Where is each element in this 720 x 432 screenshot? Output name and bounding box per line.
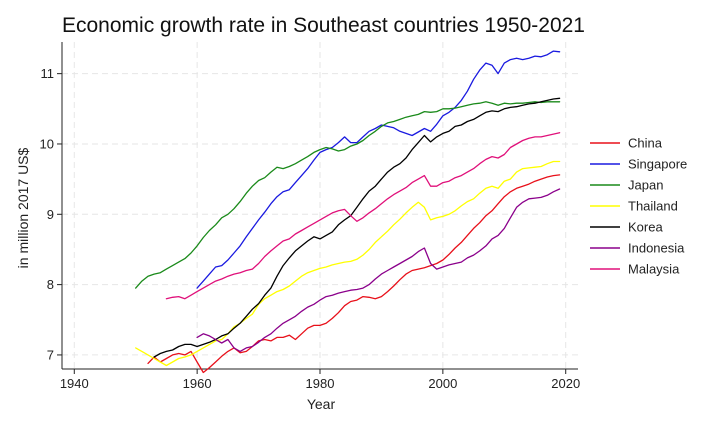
legend: China Singapore Japan Thailand Korea Indonesi… <box>590 136 687 277</box>
y-tick-label-4: 11 <box>41 66 55 81</box>
y-tick-label-3: 10 <box>40 136 54 151</box>
legend-label-korea: Korea <box>628 220 663 235</box>
legend-label-thailand: Thailand <box>628 199 678 214</box>
series-lines <box>135 50 561 374</box>
legend-label-china: China <box>628 136 663 151</box>
y-tick-label-2: 9 <box>47 207 54 222</box>
series-line-indonesia <box>196 188 561 353</box>
series-line-thailand <box>135 160 561 367</box>
x-axis-label: Year <box>307 396 336 412</box>
x-tick-label-3: 2000 <box>428 376 457 391</box>
axes: 7 8 9 10 11 1940 1960 1980 2000 2020 <box>40 42 580 391</box>
chart-title: Economic growth rate in Southeast countr… <box>62 14 585 37</box>
x-tick-label-1: 1960 <box>183 376 212 391</box>
series-line-china <box>147 174 561 374</box>
y-axis-label: in million 2017 US$ <box>15 147 31 268</box>
gridlines <box>62 42 578 369</box>
y-tick-label-1: 8 <box>47 277 54 292</box>
legend-label-indonesia: Indonesia <box>628 241 685 256</box>
series-line-korea <box>153 97 561 358</box>
x-tick-label-4: 2020 <box>551 376 580 391</box>
x-tick-label-2: 1980 <box>306 376 335 391</box>
legend-label-malaysia: Malaysia <box>628 262 680 277</box>
x-tick-label-0: 1940 <box>60 376 89 391</box>
y-tick-label-0: 7 <box>47 347 54 362</box>
series-line-malaysia <box>165 132 561 300</box>
series-line-singapore <box>196 50 561 289</box>
series-line-japan <box>135 101 561 289</box>
legend-label-japan: Japan <box>628 178 663 193</box>
legend-label-singapore: Singapore <box>628 157 687 172</box>
